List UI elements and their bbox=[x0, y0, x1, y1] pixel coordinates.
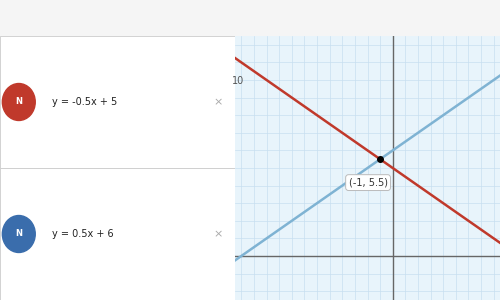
Text: (-1, 5.5): (-1, 5.5) bbox=[348, 178, 388, 188]
Text: y = 0.5x + 6: y = 0.5x + 6 bbox=[52, 229, 114, 239]
Text: ×: × bbox=[214, 229, 223, 239]
Circle shape bbox=[2, 215, 35, 253]
Text: ×: × bbox=[214, 97, 223, 107]
Text: N: N bbox=[16, 230, 22, 238]
Text: y = -0.5x + 5: y = -0.5x + 5 bbox=[52, 97, 117, 107]
Bar bbox=[0, 168, 235, 300]
Circle shape bbox=[2, 83, 35, 121]
Text: N: N bbox=[16, 98, 22, 106]
Bar bbox=[0, 36, 235, 168]
